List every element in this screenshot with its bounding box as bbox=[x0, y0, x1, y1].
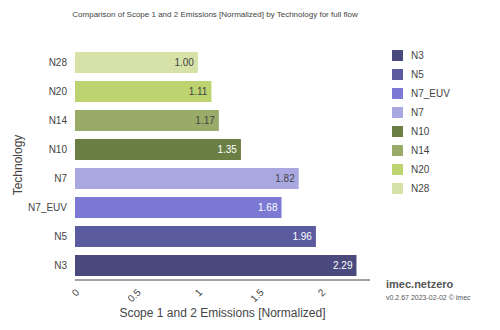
svg-text:N7: N7 bbox=[54, 173, 67, 184]
svg-text:1.00: 1.00 bbox=[174, 57, 194, 68]
svg-text:N14: N14 bbox=[49, 115, 68, 126]
svg-text:1.35: 1.35 bbox=[217, 144, 237, 155]
svg-text:1: 1 bbox=[193, 286, 205, 298]
svg-text:2: 2 bbox=[316, 286, 328, 298]
svg-text:N3: N3 bbox=[54, 260, 67, 271]
svg-text:N10: N10 bbox=[49, 144, 68, 155]
html-text:N3: N3 bbox=[411, 50, 424, 61]
html-text:N20: N20 bbox=[411, 164, 430, 175]
svg-text:1.5: 1.5 bbox=[248, 286, 266, 304]
html-text:v0.2.67 2023-02-02 © imec: v0.2.67 2023-02-02 © imec bbox=[386, 294, 471, 301]
svg-text:1.96: 1.96 bbox=[292, 231, 312, 242]
html-text:N10: N10 bbox=[411, 126, 430, 137]
svg-text:N5: N5 bbox=[54, 231, 67, 242]
html-text:N7_EUV: N7_EUV bbox=[411, 88, 450, 99]
svg-text:1.82: 1.82 bbox=[275, 173, 295, 184]
svg-text:0.5: 0.5 bbox=[125, 286, 143, 304]
svg-text:N7_EUV: N7_EUV bbox=[28, 202, 67, 213]
html-text:N28: N28 bbox=[411, 183, 430, 194]
svg-text:0: 0 bbox=[70, 286, 82, 298]
html-text:Comparison of Scope 1 and 2 Em: Comparison of Scope 1 and 2 Emissions [N… bbox=[72, 10, 358, 19]
html-text:Scope 1 and 2 Emissions [Norma: Scope 1 and 2 Emissions [Normalized] bbox=[119, 306, 326, 320]
html-text:imec.netzero: imec.netzero bbox=[386, 278, 454, 290]
html-text:N5: N5 bbox=[411, 69, 424, 80]
html-text:N14: N14 bbox=[411, 145, 430, 156]
svg-text:1.17: 1.17 bbox=[195, 115, 215, 126]
svg-text:1.11: 1.11 bbox=[189, 86, 208, 97]
svg-text:1.68: 1.68 bbox=[258, 202, 278, 213]
html-text:Technology: Technology bbox=[11, 134, 25, 196]
html-text:N7: N7 bbox=[411, 107, 424, 118]
svg-text:N28: N28 bbox=[49, 57, 68, 68]
svg-text:N20: N20 bbox=[49, 86, 68, 97]
svg-text:2.29: 2.29 bbox=[333, 260, 353, 271]
